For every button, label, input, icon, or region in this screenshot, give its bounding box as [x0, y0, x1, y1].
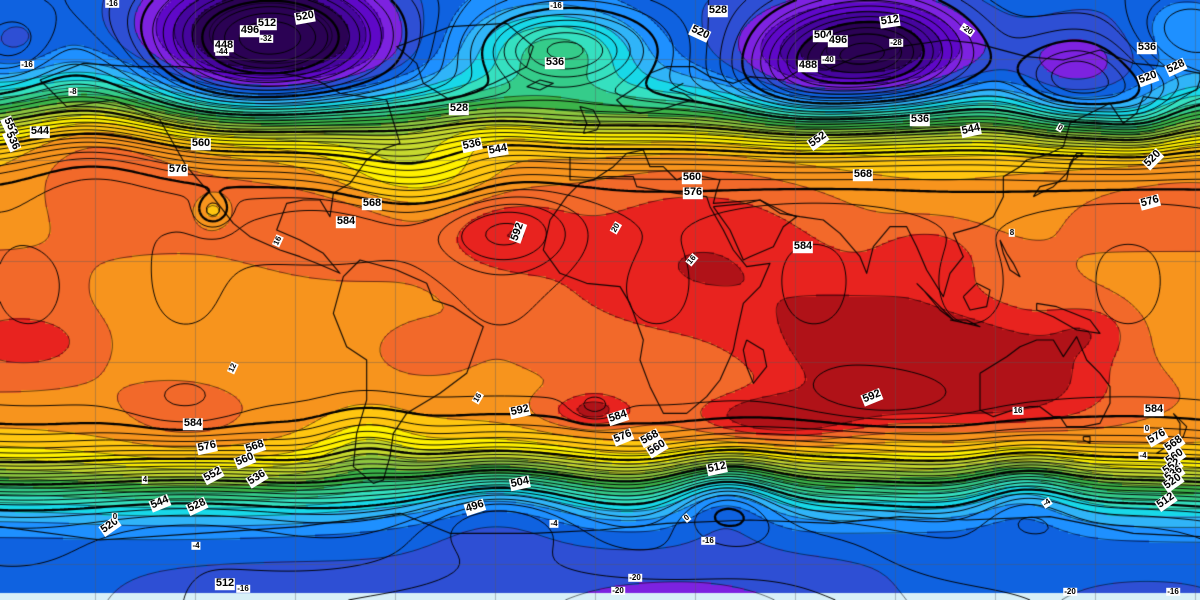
temperature-contour-label: -28: [889, 37, 903, 48]
temperature-contour-label: -4: [1138, 450, 1148, 461]
height-contour-label: 496: [239, 24, 261, 37]
temperature-contour-label: -4: [549, 518, 559, 529]
temperature-contour-label: -16: [1166, 586, 1180, 597]
height-contour-label: 528: [707, 4, 729, 17]
temperature-contour-label: -16: [701, 535, 715, 546]
temperature-contour-label: -32: [259, 33, 273, 44]
height-contour-label: 504: [812, 29, 834, 42]
temperature-contour-label: -4: [191, 540, 201, 551]
temperature-contour-label: -40: [821, 54, 835, 65]
height-contour-label: 496: [827, 34, 849, 47]
temperature-contour-label: -20: [611, 585, 625, 596]
temperature-contour-label: 8: [1008, 227, 1016, 238]
height-contour-label: 560: [190, 137, 212, 150]
temperature-contour-label: -16: [105, 0, 119, 9]
temperature-contour-label: 0: [1143, 423, 1151, 434]
height-contour-label: 568: [361, 197, 383, 210]
height-contour-label: 576: [167, 163, 189, 176]
temperature-contour-label: -16: [549, 0, 563, 11]
height-contour-label: 448: [213, 39, 235, 52]
height-contour-label: 584: [1143, 403, 1165, 416]
height-contour-label: 584: [335, 215, 357, 228]
temperature-contour-label: 0: [111, 511, 119, 522]
temperature-contour-label: -44: [215, 46, 229, 57]
height-contour-label: 576: [682, 186, 704, 199]
height-contour-label: 568: [852, 168, 874, 181]
temperature-contour-label: -8: [68, 86, 78, 97]
height-contour-label: 536: [544, 56, 566, 69]
height-contour-label: 536: [1136, 41, 1158, 54]
height-contour-label: 528: [448, 102, 470, 115]
height-contour-label: 536: [909, 113, 931, 126]
height-contour-label: 584: [182, 417, 204, 430]
height-contour-label: 584: [792, 240, 814, 253]
temperature-contour-label: -16: [20, 59, 34, 70]
height-contour-label: 544: [29, 125, 51, 138]
temperature-contour-label: -16: [236, 583, 250, 594]
temperature-contour-label: -20: [628, 572, 642, 583]
temperature-contour-label: 16: [1012, 405, 1024, 416]
height-contour-label: 512: [214, 577, 236, 590]
temperature-contour-label: 4: [141, 474, 149, 485]
temperature-contour-label: -20: [1063, 586, 1077, 597]
height-contour-label: 560: [681, 171, 703, 184]
height-contour-label: 488: [797, 59, 819, 72]
height-contour-label: 512: [256, 17, 278, 30]
